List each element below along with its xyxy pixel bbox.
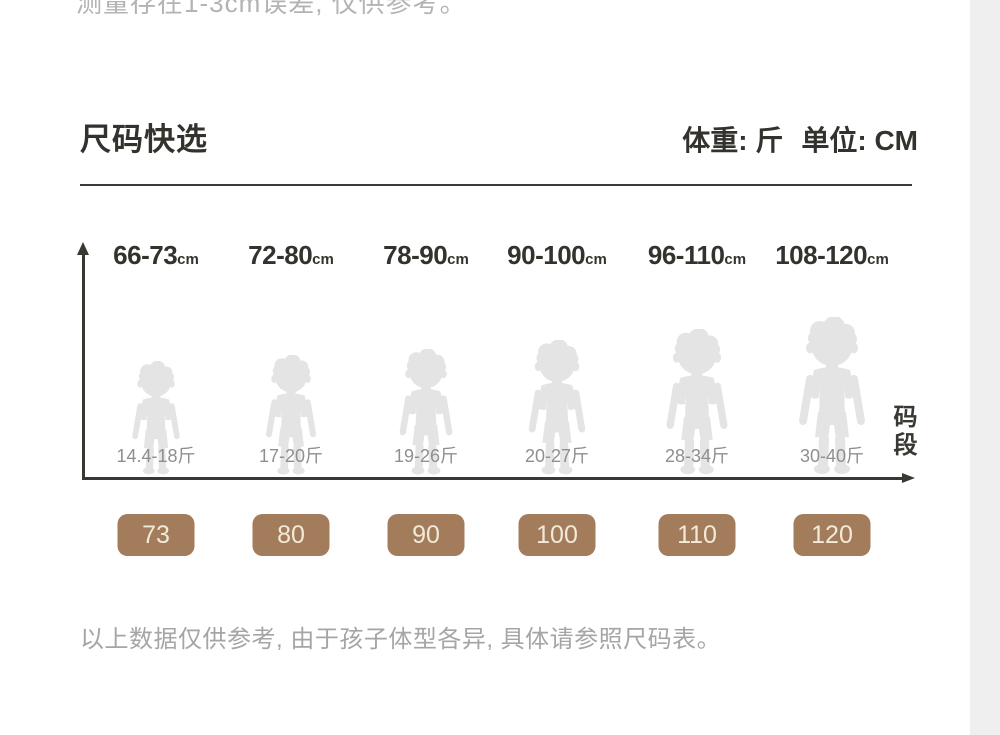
cm-unit: cm: [867, 251, 889, 268]
y-axis-line: [82, 254, 85, 479]
weight-range-label: 19-26斤: [393, 446, 459, 466]
right-gutter: [970, 0, 1000, 735]
size-column: 78-90cm 19-26斤 90: [356, 240, 496, 570]
size-unit-label: 单位: CM: [801, 125, 918, 156]
x-axis-label: 码段: [893, 404, 918, 459]
x-axis-arrow-icon: [902, 473, 915, 483]
size-button[interactable]: 90: [387, 514, 465, 556]
page-title: 尺码快选: [80, 122, 208, 157]
weight-range-label: 17-20斤: [258, 446, 324, 466]
height-range-label: 72-80cm: [248, 240, 334, 270]
height-range-label: 78-90cm: [383, 240, 469, 270]
top-note: 测量存在1-3cm误差, 仅供参考。: [76, 0, 467, 18]
height-range-label: 108-120cm: [775, 240, 889, 270]
size-button[interactable]: 73: [117, 514, 195, 556]
weight-range-label: 28-34斤: [664, 446, 730, 466]
header-divider: [80, 184, 912, 186]
height-range-label: 96-110cm: [647, 240, 747, 270]
height-range-label: 90-100cm: [507, 240, 607, 270]
units-label: 体重: 斤单位: CM: [682, 124, 918, 158]
size-column: 108-120cm 30-40斤 120: [762, 240, 902, 570]
cm-unit: cm: [447, 251, 469, 268]
bottom-note: 以上数据仅供参考, 由于孩子体型各异, 具体请参照尺码表。: [80, 626, 722, 653]
height-range-label: 66-73cm: [113, 240, 199, 270]
size-button[interactable]: 110: [658, 514, 736, 556]
cm-unit: cm: [585, 251, 607, 268]
size-column: 72-80cm 17-20斤 80: [221, 240, 361, 570]
cm-unit: cm: [177, 251, 199, 268]
weight-range-label: 20-27斤: [524, 446, 590, 466]
size-column: 96-110cm 28-34斤 110: [627, 240, 767, 570]
weight-range-label: 14.4-18斤: [116, 446, 196, 466]
size-button[interactable]: 100: [518, 514, 596, 556]
x-axis-line: [82, 477, 904, 480]
size-button[interactable]: 120: [793, 514, 871, 556]
weight-range-label: 30-40斤: [799, 446, 865, 466]
size-column: 66-73cm 14.4-18斤 73: [86, 240, 226, 570]
size-button[interactable]: 80: [252, 514, 330, 556]
size-column: 90-100cm 20-27斤 100: [487, 240, 627, 570]
cm-unit: cm: [724, 251, 747, 268]
y-axis-arrow-icon: [77, 242, 89, 255]
cm-unit: cm: [312, 251, 334, 268]
weight-unit-label: 体重: 斤: [682, 125, 784, 156]
